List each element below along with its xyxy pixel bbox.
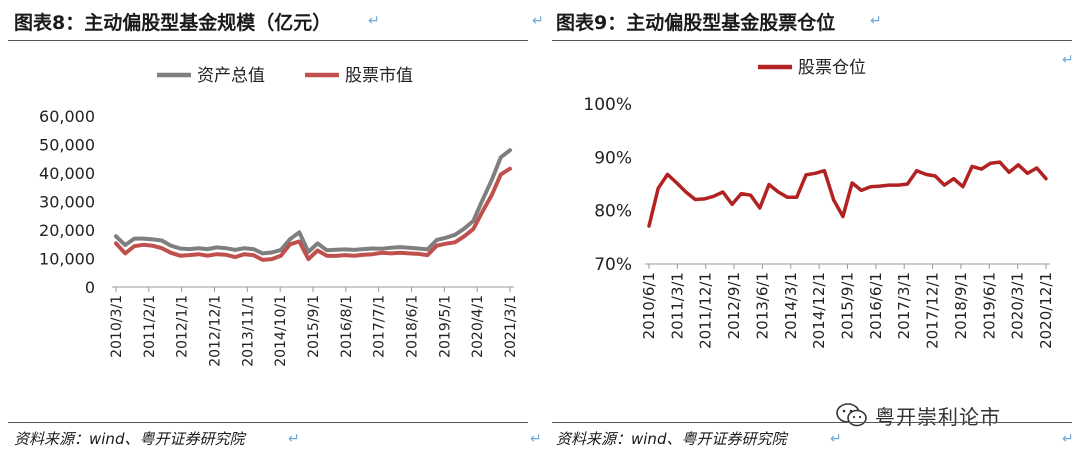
left-ytick-label: 40,000: [39, 164, 95, 183]
right-xtick-label: 2015/9/1: [839, 272, 857, 339]
right-xtick-label: 2012/9/1: [725, 272, 743, 339]
left-xtick-label: 2012/1/1: [175, 295, 191, 358]
left-source-rule: [8, 422, 528, 423]
return-mark-icon: ↵: [532, 13, 544, 29]
left-title-rule: [8, 40, 528, 41]
right-source-rule: [552, 422, 1072, 423]
left-ytick-label: 30,000: [39, 193, 95, 212]
left-chart-title: 图表8：主动偏股型基金规模（亿元）: [14, 12, 332, 34]
right-xtick-label: 2018/9/1: [952, 272, 970, 339]
right-ytick-label: 80%: [594, 202, 632, 222]
right-chart-title: 图表9：主动偏股型基金股票仓位: [556, 12, 836, 34]
left-legend-label-1: 资产总值: [197, 66, 265, 86]
left-xtick-label: 2021/3/1: [503, 295, 519, 358]
right-xtick-label: 2017/12/1: [924, 272, 942, 349]
left-ytick-label: 20,000: [39, 221, 95, 240]
left-ytick-label: 50,000: [39, 136, 95, 155]
right-xtick-label: 2020/3/1: [1009, 272, 1027, 339]
right-xtick-label: 2014/12/1: [810, 272, 828, 349]
left-xtick-label: 2017/7/1: [372, 295, 388, 358]
left-xtick-label: 2012/12/1: [208, 295, 224, 367]
right-xtick-label: 2014/3/1: [782, 272, 800, 339]
right-xtick-label: 2013/6/1: [753, 272, 771, 339]
left-xtick-label: 2010/3/1: [109, 295, 125, 358]
right-xtick-label: 2016/6/1: [867, 272, 885, 339]
return-mark-icon: ↵: [1062, 431, 1074, 447]
right-line-chart: 70% 80% 90% 100% 2010/6/1 2011/3/1 2011/12/1 20…: [583, 58, 1055, 349]
return-mark-icon: ↵: [368, 13, 380, 29]
right-ytick-label: 100%: [583, 95, 632, 115]
left-xtick-label: 2018/6/1: [405, 295, 421, 358]
return-mark-icon: ↵: [530, 431, 542, 447]
left-source: 资料来源：wind、粤开证券研究院: [14, 430, 245, 448]
left-xtick-label: 2011/2/1: [142, 295, 158, 358]
right-source: 资料来源：wind、粤开证券研究院: [556, 430, 787, 448]
right-xtick-label: 2017/3/1: [895, 272, 913, 339]
return-mark-icon: ↵: [830, 431, 842, 447]
left-xtick-label: 2019/5/1: [437, 295, 453, 358]
left-xtick-label: 2015/9/1: [306, 295, 322, 358]
right-xtick-label: 2011/3/1: [668, 272, 686, 339]
left-series-line-2: [114, 166, 512, 262]
right-legend-label-1: 股票仓位: [798, 58, 866, 78]
left-xtick-label: 2013/11/1: [240, 295, 256, 367]
watermark-text: 粤开崇利论市: [875, 404, 1001, 429]
left-legend-label-2: 股票市值: [345, 66, 413, 86]
right-xtick-label: 2019/6/1: [980, 272, 998, 339]
left-xtick-label: 2020/4/1: [470, 295, 486, 358]
right-xtick-label: 2020/12/1: [1037, 272, 1055, 349]
right-ytick-label: 70%: [594, 255, 632, 275]
left-series-line-1: [114, 148, 512, 256]
right-xtick-label: 2010/6/1: [640, 272, 658, 339]
right-xtick-label: 2011/12/1: [697, 272, 715, 349]
left-ytick-label: 60,000: [39, 107, 95, 126]
return-mark-icon: ↵: [288, 431, 300, 447]
left-ytick-label: 0: [85, 278, 95, 297]
right-ytick-label: 90%: [594, 148, 632, 168]
return-mark-icon: ↵: [1062, 52, 1074, 68]
left-ytick-label: 10,000: [39, 250, 95, 269]
wechat-icon: [836, 403, 867, 427]
right-title-rule: [552, 40, 1072, 41]
left-xtick-label: 2016/8/1: [339, 295, 355, 358]
watermark: 粤开崇利论市: [835, 400, 1001, 430]
left-xtick-label: 2014/10/1: [273, 295, 289, 367]
return-mark-icon: ↵: [870, 13, 882, 29]
right-series-line-1: [647, 160, 1048, 228]
left-line-chart: 0 10,000 20,000 30,000 40,000 50,000 60,000 201…: [39, 66, 519, 367]
